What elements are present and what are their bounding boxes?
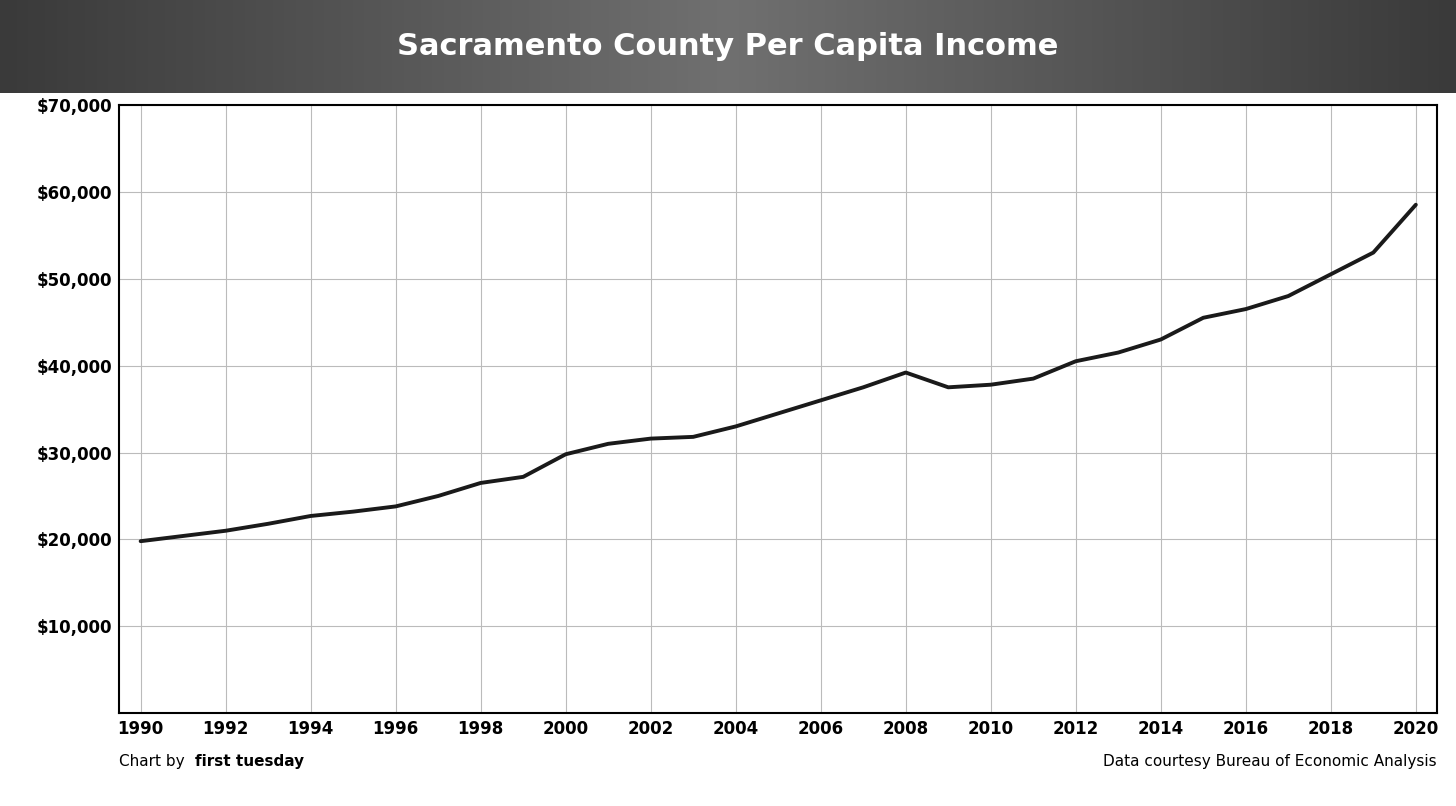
Text: Chart by: Chart by (119, 754, 189, 769)
Text: Sacramento County Per Capita Income: Sacramento County Per Capita Income (397, 32, 1059, 60)
Text: first tuesday: first tuesday (195, 754, 304, 769)
Text: Data courtesy Bureau of Economic Analysis: Data courtesy Bureau of Economic Analysi… (1104, 754, 1437, 769)
